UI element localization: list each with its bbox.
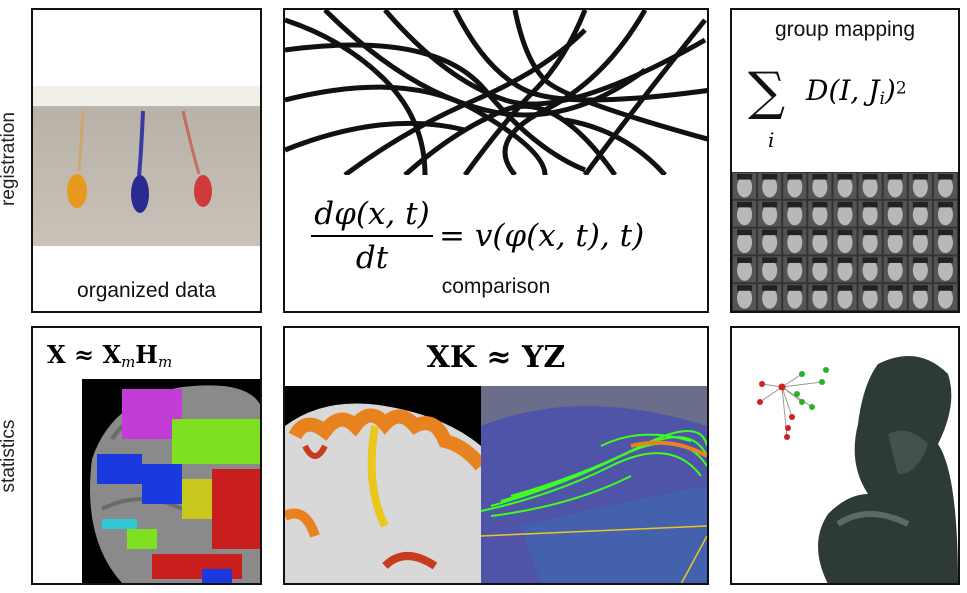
face-thumbnail [933, 284, 957, 310]
face-thumbnail [933, 256, 957, 283]
face-thumbnail [733, 173, 757, 199]
equation-denominator: dt [355, 240, 389, 276]
ink-drops-photo [33, 86, 260, 246]
face-thumbnail [833, 200, 857, 227]
face-thumbnail [908, 284, 932, 310]
factor-equation: X ≈ XmHm [47, 340, 173, 372]
face-thumbnail [933, 228, 957, 255]
face-thumbnail [783, 200, 807, 227]
row-label-registration: registration [0, 112, 19, 206]
face-thumbnail [908, 256, 932, 283]
fiber-tract-image [481, 386, 707, 583]
face-thumbnail [833, 256, 857, 283]
face-thumbnail [733, 256, 757, 283]
face-thumbnail [883, 228, 907, 255]
fraction-bar [311, 235, 433, 237]
ode-equation: dφ(x, t) dt = v(φ(x, t), t) [311, 196, 644, 276]
panel-factorization: X ≈ XmHm [31, 326, 262, 585]
face-thumbnail [883, 256, 907, 283]
regression-equation: XK ≈ YZ [426, 340, 566, 375]
face-thumbnail [933, 200, 957, 227]
face-thumbnail [758, 228, 782, 255]
face-thumbnail [783, 228, 807, 255]
face-thumbnail [783, 173, 807, 199]
face-thumbnail [758, 284, 782, 310]
warped-grid-image [285, 10, 707, 175]
caption-group-mapping: group mapping [774, 18, 916, 41]
panel-organized-data: organized data [31, 8, 262, 313]
panel-thinker [730, 326, 960, 585]
row-label-statistics: statistics [0, 419, 19, 493]
face-thumbnail [858, 284, 882, 310]
sum-term: D(I, Ji)2 [806, 74, 907, 110]
face-thumbnail [908, 200, 932, 227]
face-thumbnail [808, 200, 832, 227]
face-thumbnail [883, 284, 907, 310]
panel-group-mapping: group mapping ∑ i D(I, Ji)2 [730, 8, 960, 313]
face-thumbnail [808, 228, 832, 255]
panel-regression: XK ≈ YZ [283, 326, 709, 585]
caption-organized-data: organized data [77, 279, 216, 302]
face-thumbnail [883, 200, 907, 227]
face-thumbnail [758, 256, 782, 283]
face-grid-image [732, 172, 958, 311]
face-thumbnail [733, 284, 757, 310]
face-thumbnail [808, 256, 832, 283]
equation-rhs: = v(φ(x, t), t) [439, 218, 645, 254]
sum-index: i [768, 128, 775, 152]
face-thumbnail [833, 173, 857, 199]
equation-numerator: dφ(x, t) [314, 196, 430, 232]
face-thumbnail [733, 200, 757, 227]
face-thumbnail [758, 200, 782, 227]
face-thumbnail [858, 200, 882, 227]
face-thumbnail [833, 284, 857, 310]
face-thumbnail [908, 228, 932, 255]
face-thumbnail [858, 256, 882, 283]
face-thumbnail [808, 284, 832, 310]
sum-symbol: ∑ [748, 62, 786, 122]
face-thumbnail [883, 173, 907, 199]
graph-network-icon [757, 367, 829, 440]
face-thumbnail [858, 173, 882, 199]
face-thumbnail [858, 228, 882, 255]
face-thumbnail [758, 173, 782, 199]
panel-comparison: dφ(x, t) dt = v(φ(x, t), t) comparison [283, 8, 709, 313]
face-thumbnail [783, 256, 807, 283]
thinker-sculpture-image [818, 356, 958, 583]
sum-equation: ∑ i D(I, Ji)2 [748, 62, 958, 162]
cortex-image [285, 386, 481, 583]
face-thumbnail [733, 228, 757, 255]
face-thumbnail [808, 173, 832, 199]
face-thumbnail [908, 173, 932, 199]
face-thumbnail [783, 284, 807, 310]
face-thumbnail [833, 228, 857, 255]
face-thumbnail [933, 173, 957, 199]
caption-comparison: comparison [441, 275, 551, 298]
brain-parcellation-image [82, 379, 260, 583]
